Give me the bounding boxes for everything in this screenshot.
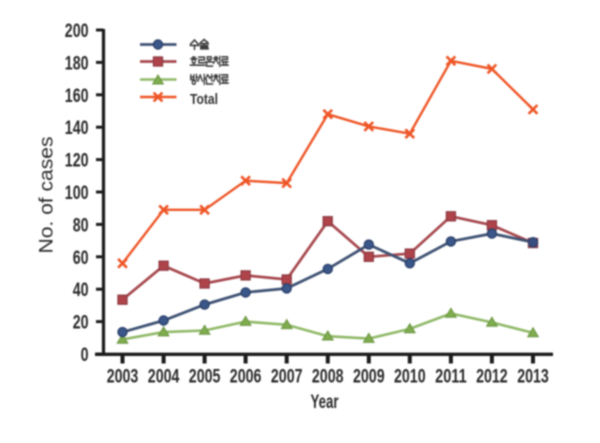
svg-text:2012: 2012 (476, 366, 508, 388)
svg-text:Year: Year (311, 392, 339, 413)
svg-text:100: 100 (65, 182, 89, 204)
svg-text:0: 0 (81, 344, 89, 366)
svg-text:2004: 2004 (148, 366, 180, 388)
svg-text:2008: 2008 (312, 366, 344, 388)
svg-text:2005: 2005 (189, 366, 221, 388)
svg-text:20: 20 (73, 312, 89, 334)
svg-text:80: 80 (73, 214, 89, 236)
svg-text:2013: 2013 (517, 366, 549, 388)
svg-text:60: 60 (73, 247, 89, 269)
svg-text:40: 40 (73, 279, 89, 301)
svg-text:2006: 2006 (230, 366, 262, 388)
svg-text:2003: 2003 (107, 366, 139, 388)
svg-text:120: 120 (65, 150, 89, 172)
svg-text:2009: 2009 (353, 366, 385, 388)
svg-text:2007: 2007 (271, 366, 303, 388)
svg-text:2010: 2010 (394, 366, 426, 388)
svg-text:Total: Total (190, 92, 218, 108)
svg-text:160: 160 (65, 85, 89, 107)
svg-text:200: 200 (65, 20, 89, 42)
svg-text:140: 140 (65, 117, 89, 139)
svg-text:No. of cases: No. of cases (36, 136, 58, 253)
svg-text:2011: 2011 (435, 366, 467, 388)
svg-text:180: 180 (65, 52, 89, 74)
